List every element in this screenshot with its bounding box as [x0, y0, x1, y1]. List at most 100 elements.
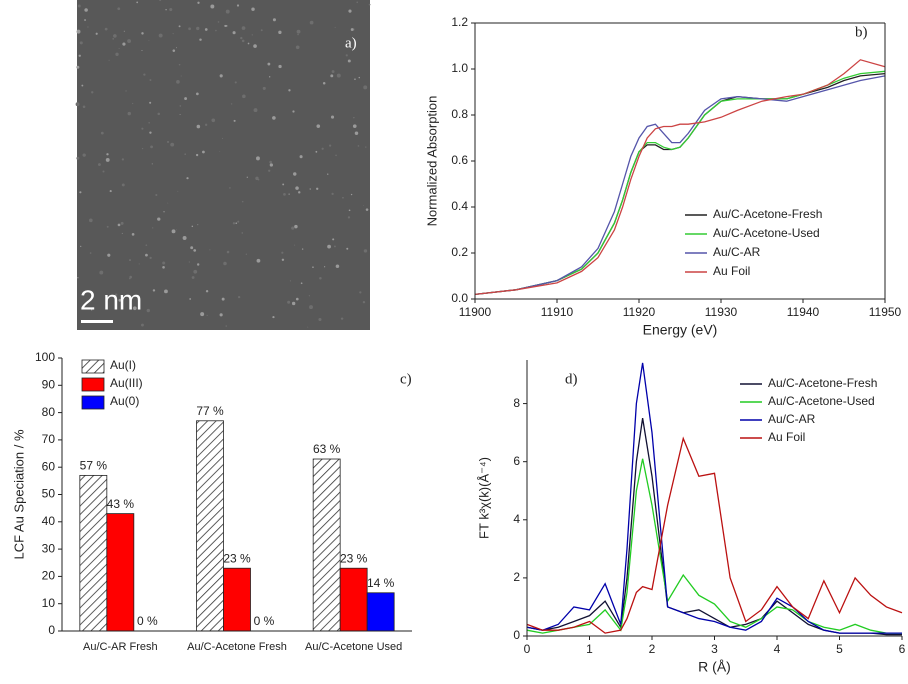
speck [152, 289, 156, 292]
speck [129, 277, 131, 280]
speck [176, 47, 178, 49]
speck [238, 295, 241, 299]
speck [363, 205, 365, 206]
legend-label: Au(I) [110, 358, 136, 372]
speck [331, 70, 335, 73]
speck [335, 264, 340, 268]
speck [158, 33, 163, 38]
speck [176, 229, 178, 231]
speck [191, 276, 195, 279]
speck [127, 111, 131, 116]
speck [149, 79, 152, 82]
y-tick-label: 70 [42, 432, 56, 446]
speck [354, 131, 359, 135]
speck [100, 131, 104, 135]
bar [196, 420, 224, 632]
legend-label: Au/C-AR [713, 245, 761, 259]
speck [327, 173, 329, 175]
speck [155, 193, 158, 197]
legend-label: Au/C-Acetone-Used [768, 394, 875, 408]
speck [347, 216, 351, 219]
value-label: 43 % [107, 497, 135, 511]
speck [148, 121, 150, 124]
value-label: 0 % [254, 614, 275, 628]
speck [256, 156, 260, 161]
speck [149, 131, 152, 134]
speck [287, 300, 291, 304]
speck [121, 158, 125, 161]
speck [268, 76, 271, 78]
speck [115, 52, 119, 56]
y-tick-label: 0.4 [451, 199, 468, 213]
speck [333, 245, 336, 248]
speck [330, 74, 334, 78]
speck [91, 91, 94, 94]
speck [211, 118, 216, 123]
speck [296, 29, 301, 34]
speck [112, 37, 115, 40]
speck [178, 25, 181, 28]
speck [141, 32, 144, 35]
speck [76, 29, 81, 34]
speck [278, 64, 282, 69]
speck [350, 193, 353, 196]
speck [309, 305, 313, 310]
speck [87, 26, 89, 28]
speck [309, 20, 314, 25]
speck [105, 157, 110, 162]
speck [295, 186, 299, 190]
speck [186, 177, 189, 180]
speck [164, 289, 168, 294]
speck [278, 30, 282, 35]
speck [282, 183, 285, 186]
speck [196, 263, 200, 266]
legend-label: Au(III) [110, 376, 143, 390]
speck [170, 142, 175, 147]
speck [182, 236, 187, 240]
y-tick-label: 90 [42, 377, 56, 391]
speck [356, 1, 359, 4]
speck [209, 249, 211, 251]
speck [281, 251, 284, 254]
y-tick-label: 0.6 [451, 153, 468, 167]
speck [118, 48, 120, 50]
speck [298, 191, 301, 194]
speck [177, 190, 179, 192]
series-line [474, 72, 886, 296]
x-tick-label: 2 [649, 642, 656, 656]
x-axis-label: R (Å) [698, 659, 731, 675]
speck [318, 318, 322, 322]
speck [197, 224, 199, 226]
speck [136, 1, 139, 4]
speck [118, 298, 122, 302]
y-axis-label: LCF Au Speciation / % [11, 429, 26, 560]
y-tick-label: 0.0 [451, 291, 468, 305]
speck [353, 116, 355, 119]
speck [141, 148, 144, 150]
speck [350, 28, 354, 31]
x-tick-label: 11910 [541, 305, 574, 319]
panel-label: b) [855, 24, 868, 40]
y-tick-label: 20 [42, 569, 56, 583]
speck [229, 187, 231, 189]
speck [223, 261, 227, 266]
x-tick-label: Au/C-Acetone Fresh [187, 641, 287, 653]
speck [76, 65, 80, 69]
speck [102, 170, 105, 173]
speck [138, 263, 140, 265]
speck [149, 256, 152, 259]
speck [172, 33, 174, 35]
speck [141, 49, 143, 52]
speck [293, 172, 297, 176]
series-line [526, 418, 902, 636]
speck [359, 291, 362, 294]
speck [205, 289, 209, 293]
speck [221, 137, 224, 139]
speck [335, 154, 337, 157]
speck [308, 295, 311, 297]
speck [330, 115, 335, 119]
speck [122, 42, 126, 46]
panel-label: a) [345, 35, 357, 51]
speck [225, 325, 228, 327]
